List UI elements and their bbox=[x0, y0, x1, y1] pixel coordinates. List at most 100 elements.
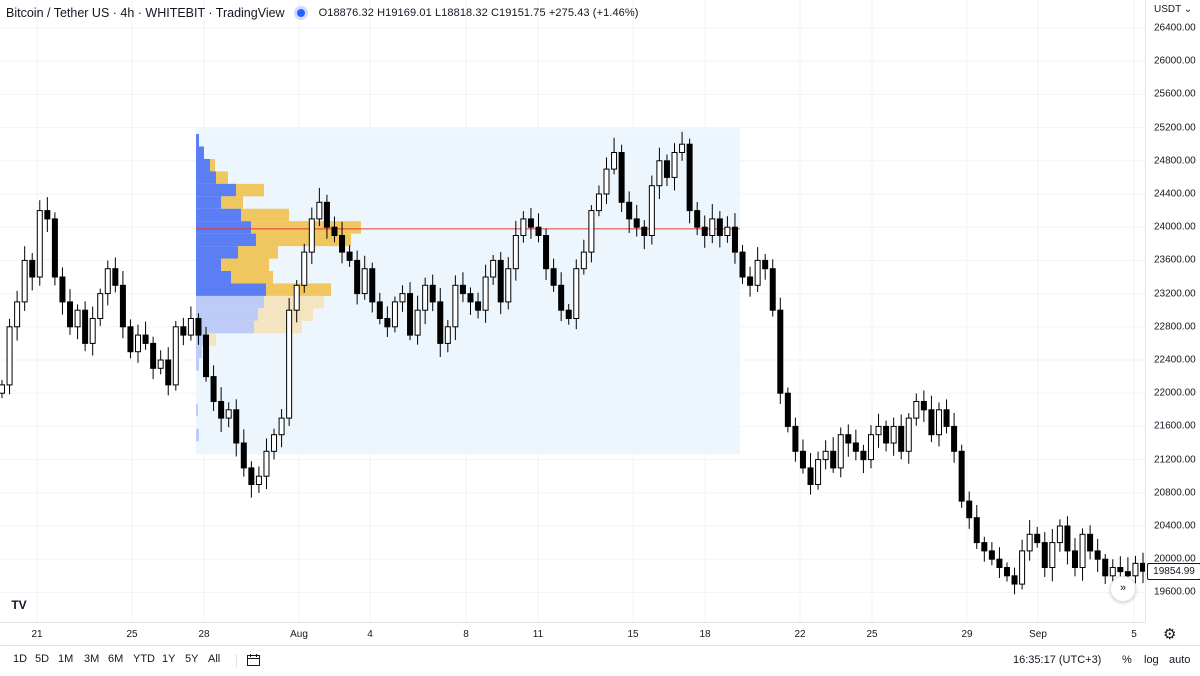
time-tick-label: Aug bbox=[290, 629, 308, 640]
range-1d-button[interactable]: 1D bbox=[13, 653, 28, 665]
candle-body bbox=[119, 284, 126, 328]
candle-body bbox=[799, 450, 806, 469]
price-axis[interactable]: USDT ⌄ 26400.00 26000.00 25600.00 25200.00 2… bbox=[1145, 0, 1200, 622]
time-axis[interactable]: 21 25 28 Aug 4 8 11 15 18 22 25 29 Sep 5 bbox=[0, 622, 1145, 645]
time-tick-label: 25 bbox=[866, 629, 878, 640]
time-tick-label: 29 bbox=[961, 629, 973, 640]
candle-body bbox=[89, 318, 96, 344]
candle-body bbox=[1132, 562, 1139, 577]
gear-icon[interactable]: ⚙ bbox=[1163, 626, 1177, 643]
symbol-legend: Bitcoin / Tether US · 4h · WHITEBIT · Tr… bbox=[6, 6, 639, 20]
range-all-button[interactable]: All bbox=[208, 653, 221, 665]
candle-body bbox=[656, 160, 663, 187]
scroll-to-realtime-button[interactable]: » bbox=[1110, 576, 1136, 602]
candle-body bbox=[150, 342, 157, 369]
candle-body bbox=[527, 218, 534, 228]
market-status-icon[interactable] bbox=[296, 9, 305, 17]
chart-pane[interactable]: Bitcoin / Tether US · 4h · WHITEBIT · Tr… bbox=[0, 0, 1145, 622]
range-1y-button[interactable]: 1Y bbox=[162, 653, 176, 665]
volume-profile-bar-up bbox=[196, 358, 199, 371]
volume-profile-bar-up bbox=[196, 283, 266, 296]
candle-body bbox=[822, 450, 829, 461]
candle-body bbox=[157, 359, 164, 369]
candle-body bbox=[195, 318, 202, 336]
volume-profile-bar-up bbox=[196, 158, 210, 172]
candle-body bbox=[1109, 567, 1116, 577]
auto-scale-button[interactable]: auto bbox=[1169, 654, 1191, 666]
candle-body bbox=[565, 309, 572, 320]
toolbar-divider bbox=[236, 654, 237, 668]
log-scale-button[interactable]: log bbox=[1144, 654, 1159, 666]
time-tick-label: 5 bbox=[1131, 629, 1137, 640]
range-5d-button[interactable]: 5D bbox=[35, 653, 50, 665]
candle-body bbox=[618, 152, 625, 203]
price-tick-label: 25200.00 bbox=[1154, 122, 1196, 134]
volume-profile-bar-up bbox=[196, 183, 236, 197]
price-tick-label: 26400.00 bbox=[1154, 22, 1196, 34]
go-to-date-icon[interactable] bbox=[247, 654, 260, 666]
volume-profile-bar-down bbox=[206, 333, 216, 346]
candle-body bbox=[807, 467, 814, 485]
candle-body bbox=[369, 268, 376, 303]
candle-body bbox=[490, 259, 497, 278]
percent-scale-button[interactable]: % bbox=[1122, 654, 1132, 666]
range-3m-button[interactable]: 3M bbox=[84, 653, 100, 665]
candle-body bbox=[82, 309, 89, 344]
candle-body bbox=[278, 417, 285, 436]
candle-body bbox=[29, 259, 36, 278]
volume-profile-bar-up bbox=[196, 295, 264, 309]
candle-body bbox=[1087, 533, 1094, 552]
candle-body bbox=[323, 201, 330, 228]
candle-body bbox=[135, 334, 142, 353]
volume-profile-bar-up bbox=[196, 196, 221, 209]
candle-body bbox=[1071, 550, 1078, 569]
candle-body bbox=[165, 359, 172, 386]
candle-body bbox=[966, 500, 973, 519]
candle-body bbox=[286, 309, 293, 419]
candle-body bbox=[1117, 567, 1124, 573]
currency-selector[interactable]: USDT ⌄ bbox=[1154, 4, 1193, 15]
tradingview-logo-icon[interactable]: TV bbox=[6, 594, 32, 616]
price-chart[interactable] bbox=[0, 0, 1145, 622]
volume-profile-bar-up bbox=[196, 308, 258, 321]
candle-body bbox=[769, 268, 776, 311]
time-tick-label: 11 bbox=[532, 629, 544, 640]
candle-body bbox=[301, 251, 308, 286]
range-ytd-button[interactable]: YTD bbox=[133, 653, 155, 665]
candle-body bbox=[1011, 575, 1018, 585]
price-tick-label: 23600.00 bbox=[1154, 254, 1196, 266]
candle-body bbox=[74, 309, 81, 328]
candle-body bbox=[558, 284, 565, 311]
candle-body bbox=[293, 284, 300, 311]
volume-profile-bar-up bbox=[196, 246, 238, 259]
candle-body bbox=[988, 550, 995, 560]
clock-timezone[interactable]: 16:35:17 (UTC+3) bbox=[1013, 654, 1102, 666]
candle-body bbox=[747, 276, 754, 286]
candle-body bbox=[59, 276, 66, 303]
volume-profile-bar-up bbox=[196, 146, 204, 159]
candle-body bbox=[51, 218, 58, 278]
range-5y-button[interactable]: 5Y bbox=[185, 653, 199, 665]
time-tick-label: 28 bbox=[198, 629, 210, 640]
candle-body bbox=[701, 226, 708, 236]
candle-body bbox=[21, 259, 28, 303]
candle-body bbox=[709, 218, 716, 236]
range-1m-button[interactable]: 1M bbox=[58, 653, 74, 665]
candle-body bbox=[641, 226, 648, 236]
candle-body bbox=[663, 160, 670, 178]
candle-body bbox=[633, 218, 640, 228]
candle-body bbox=[482, 276, 489, 311]
candle-body bbox=[0, 384, 5, 394]
volume-profile-bar-down bbox=[221, 258, 269, 272]
candle-body bbox=[951, 425, 958, 452]
symbol-title[interactable]: Bitcoin / Tether US · 4h · WHITEBIT · Tr… bbox=[6, 6, 285, 20]
candle-body bbox=[240, 442, 247, 469]
candle-body bbox=[391, 301, 398, 328]
volume-profile-bar-up bbox=[196, 320, 254, 334]
range-6m-button[interactable]: 6M bbox=[108, 653, 124, 665]
volume-profile-bar-down bbox=[216, 171, 228, 184]
volume-profile-bar-up bbox=[196, 333, 206, 346]
volume-profile-bar-down bbox=[254, 320, 302, 334]
price-tick-label: 20400.00 bbox=[1154, 520, 1196, 532]
price-tick-label: 22400.00 bbox=[1154, 354, 1196, 366]
